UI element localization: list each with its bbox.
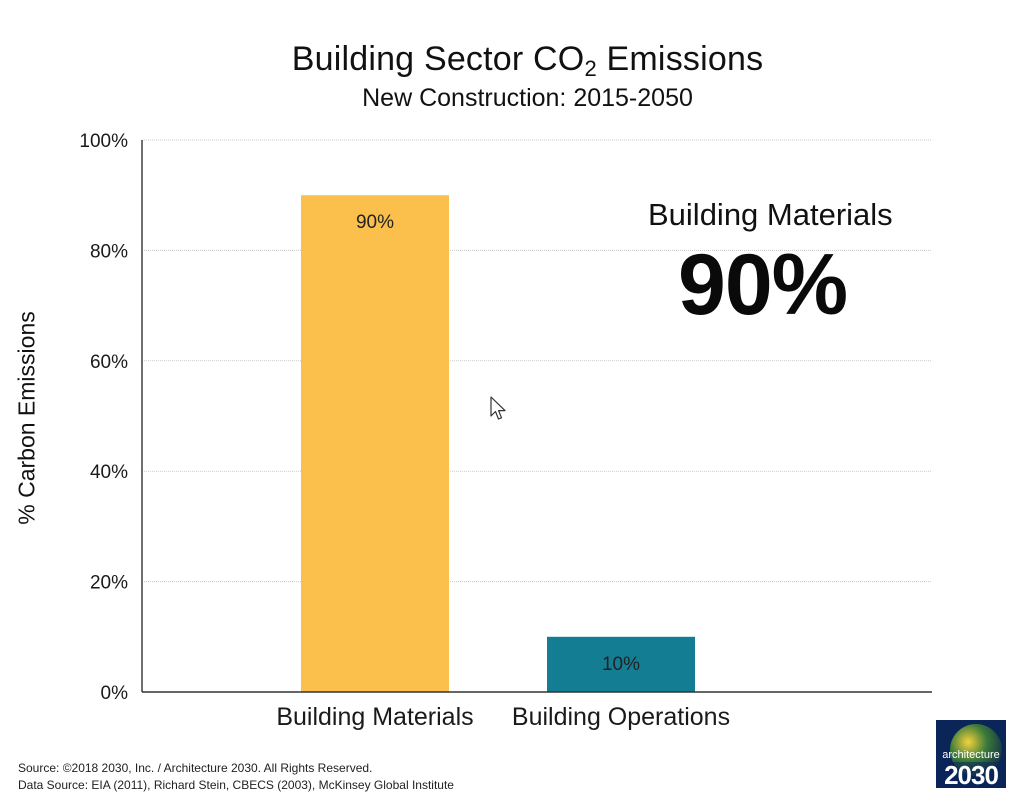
y-tick-labels: 0% 20% 40% 60% 80% 100% [79,131,128,704]
logo-text-architecture: architecture [942,749,1000,761]
x-category-label: Building Operations [512,703,730,731]
x-category-labels: Building Materials Building Operations [276,703,730,731]
data-source-note: Data Source: EIA (2011), Richard Stein, … [18,778,454,792]
y-tick-label: 100% [79,131,128,152]
source-note: Source: ©2018 2030, Inc. / Architecture … [18,761,373,775]
y-tick-label: 40% [90,462,128,483]
mouse-pointer-icon [490,396,506,420]
chart-title-end: Emissions [596,40,764,78]
chart-title: Building Sector CO2 Emissions [0,40,1024,82]
x-category-label: Building Materials [276,703,473,731]
y-tick-label: 80% [90,241,128,262]
axes [141,140,932,693]
grid-lines [142,139,932,583]
bar [301,195,449,692]
architecture-2030-logo [936,720,1006,788]
bar-value-label: 10% [602,654,640,675]
bars: 90% 10% [301,195,695,692]
logo-text-2030: 2030 [944,760,999,790]
callout-label: Building Materials [648,197,893,232]
bar [547,636,695,692]
y-tick-label: 60% [90,352,128,373]
chart-subtitle: New Construction: 2015-2050 [362,84,693,112]
bar-value-label: 90% [356,212,394,233]
y-tick-label: 20% [90,573,128,594]
chart-title-subscript: 2 [584,56,597,81]
chart-title-main: Building Sector CO [291,40,585,78]
callout-value: 90% [678,237,848,333]
y-tick-label: 0% [101,683,129,704]
